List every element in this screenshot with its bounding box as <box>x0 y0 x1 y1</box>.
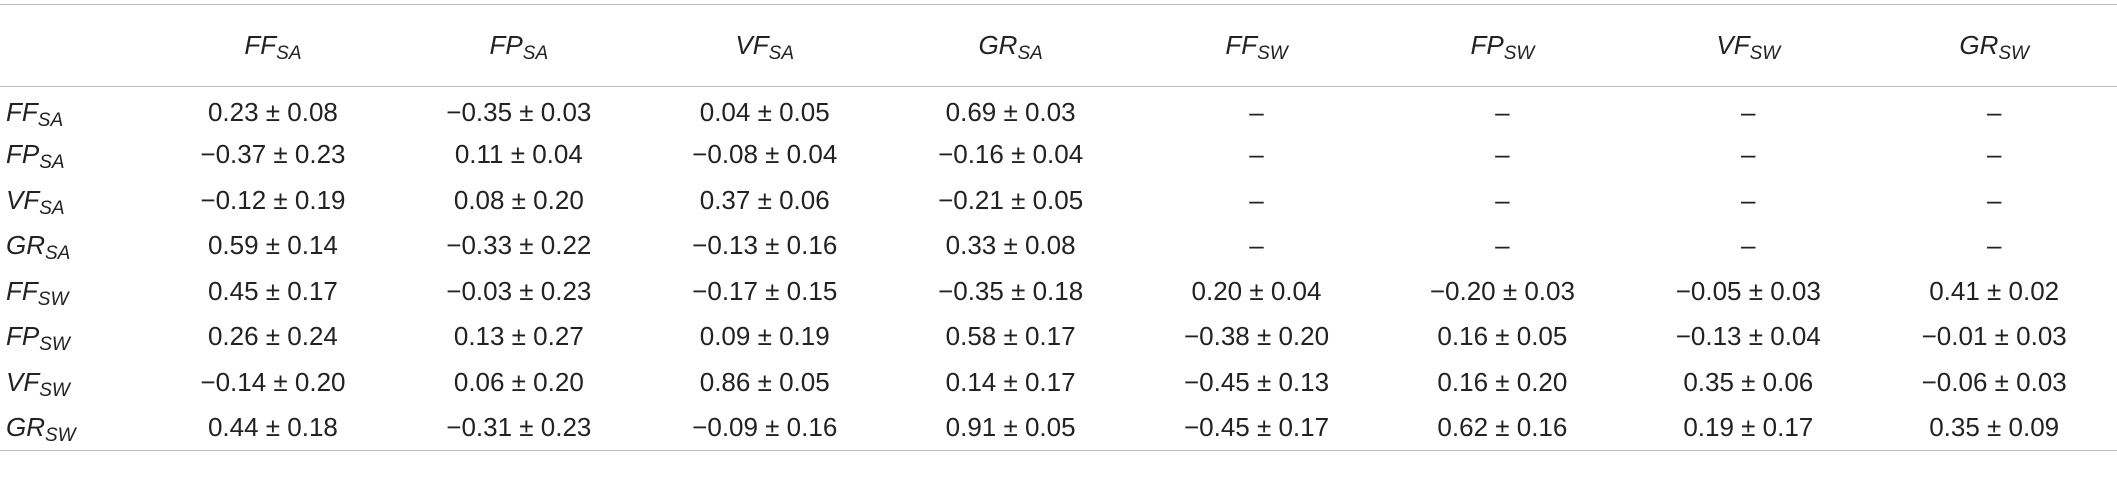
table-cell: – <box>1249 97 1264 127</box>
column-header: GRSW <box>1959 30 2029 64</box>
table-cell: −0.03 ± 0.23 <box>446 275 592 306</box>
table-cell: 0.06 ± 0.20 <box>453 366 584 397</box>
table-cell: 0.11 ± 0.04 <box>454 139 583 170</box>
table-cell: −0.12 ± 0.19 <box>200 184 346 215</box>
table-cell: −0.37 ± 0.23 <box>200 139 346 170</box>
table-row: FPSW 0.26 ± 0.24 0.13 ± 0.27 0.09 ± 0.19 0.5… <box>0 314 2117 360</box>
column-header: GRSA <box>978 30 1043 64</box>
column-header: FFSW <box>1225 30 1288 64</box>
table-cell: 0.33 ± 0.08 <box>945 230 1076 261</box>
row-header: FPSW <box>6 321 70 356</box>
table-cell: −0.38 ± 0.20 <box>1183 321 1330 352</box>
table-cell: −0.31 ± 0.23 <box>446 412 592 442</box>
table-cell: −0.21 ± 0.05 <box>938 184 1084 215</box>
row-header: FFSW <box>6 275 69 310</box>
row-header: FPSA <box>6 139 65 174</box>
row-header: FFSA <box>6 97 64 131</box>
table-cell: – <box>1495 230 1510 261</box>
table-cell: – <box>1249 230 1264 261</box>
table-cell: −0.13 ± 0.04 <box>1675 321 1821 352</box>
table-cell: 0.35 ± 0.09 <box>1929 412 2060 442</box>
row-header: GRSA <box>6 230 71 265</box>
column-header: FFSA <box>244 30 302 64</box>
table-cell: −0.45 ± 0.17 <box>1183 412 1330 442</box>
table-cell: −0.08 ± 0.04 <box>692 139 838 170</box>
table-cell: −0.17 ± 0.15 <box>692 275 838 306</box>
table-cell: 0.08 ± 0.20 <box>453 184 584 215</box>
table-cell: – <box>1249 184 1264 215</box>
table-cell: 0.44 ± 0.18 <box>207 412 338 442</box>
table-cell: 0.16 ± 0.05 <box>1437 321 1568 352</box>
table-cell: 0.04 ± 0.05 <box>699 97 830 127</box>
table-cell: – <box>1741 97 1756 127</box>
table-row: FFSA 0.23 ± 0.08 −0.35 ± 0.03 0.04 ± 0.05 0.… <box>0 87 2117 133</box>
table-cell: 0.91 ± 0.05 <box>945 412 1076 442</box>
correlation-table: FFSA FPSA VFSA GRSA FFSW FPSW VFSW GRSW … <box>0 4 2117 451</box>
column-header: FPSW <box>1470 30 1535 64</box>
table-row: VFSW −0.14 ± 0.20 0.06 ± 0.20 0.86 ± 0.05 0.… <box>0 360 2117 406</box>
corner-cell <box>0 5 150 87</box>
table-row: GRSA 0.59 ± 0.14 −0.33 ± 0.22 −0.13 ± 0.16 0… <box>0 223 2117 269</box>
column-header: VFSW <box>1716 30 1781 64</box>
table-cell: – <box>1495 139 1510 170</box>
table-cell: – <box>1249 139 1264 170</box>
column-header: FPSA <box>489 30 549 64</box>
table-cell: 0.69 ± 0.03 <box>945 97 1076 127</box>
table-cell: – <box>1495 97 1510 127</box>
table-cell: – <box>1986 230 2002 261</box>
table-cell: 0.37 ± 0.06 <box>699 184 830 215</box>
table-cell: – <box>1741 184 1756 215</box>
table-cell: 0.26 ± 0.24 <box>207 321 338 352</box>
table-body: FFSA 0.23 ± 0.08 −0.35 ± 0.03 0.04 ± 0.05 0.… <box>0 87 2117 451</box>
column-header: VFSA <box>735 30 795 64</box>
header-row: FFSA FPSA VFSA GRSA FFSW FPSW VFSW GRSW <box>0 4 2117 87</box>
table-cell: 0.62 ± 0.16 <box>1437 412 1568 442</box>
table-cell: −0.35 ± 0.18 <box>938 275 1084 306</box>
table-cell: −0.13 ± 0.16 <box>692 230 838 261</box>
table-cell: −0.14 ± 0.20 <box>200 366 346 397</box>
table-cell: −0.35 ± 0.03 <box>446 97 592 127</box>
table-cell: – <box>1986 97 2002 127</box>
table-cell: −0.09 ± 0.16 <box>692 412 838 442</box>
table-cell: 0.59 ± 0.14 <box>207 230 338 261</box>
table-cell: – <box>1741 230 1756 261</box>
table-cell: – <box>1986 184 2002 215</box>
table-cell: −0.45 ± 0.13 <box>1183 366 1330 397</box>
table-cell: −0.20 ± 0.03 <box>1429 275 1575 306</box>
table-cell: 0.41 ± 0.02 <box>1929 275 2060 306</box>
table-row: FFSW 0.45 ± 0.17 −0.03 ± 0.23 −0.17 ± 0.15 −… <box>0 269 2117 315</box>
table-cell: −0.01 ± 0.03 <box>1921 321 2067 352</box>
table-row: FPSA −0.37 ± 0.23 0.11 ± 0.04 −0.08 ± 0.04 −… <box>0 132 2117 178</box>
table-cell: 0.23 ± 0.08 <box>207 97 338 127</box>
table-cell: −0.06 ± 0.03 <box>1921 366 2067 397</box>
table-cell: 0.45 ± 0.17 <box>207 275 338 306</box>
table-row: VFSA −0.12 ± 0.19 0.08 ± 0.20 0.37 ± 0.06 −0… <box>0 178 2117 224</box>
table-cell: 0.09 ± 0.19 <box>699 321 830 352</box>
table-cell: 0.58 ± 0.17 <box>945 321 1076 352</box>
row-header: VFSW <box>6 366 70 401</box>
table-cell: 0.35 ± 0.06 <box>1683 366 1814 397</box>
table-header: FFSA FPSA VFSA GRSA FFSW FPSW VFSW GRSW <box>0 4 2117 87</box>
table-cell: −0.33 ± 0.22 <box>446 230 592 261</box>
table-row: GRSW 0.44 ± 0.18 −0.31 ± 0.23 −0.09 ± 0.16 0… <box>0 405 2117 451</box>
table-cell: 0.20 ± 0.04 <box>1191 275 1322 306</box>
table-cell: −0.05 ± 0.03 <box>1675 275 1821 306</box>
table-cell: 0.19 ± 0.17 <box>1683 412 1814 442</box>
row-header: VFSA <box>6 184 65 219</box>
table-cell: 0.14 ± 0.17 <box>945 366 1076 397</box>
table-cell: – <box>1986 139 2002 170</box>
table-cell: – <box>1741 139 1756 170</box>
table-cell: 0.13 ± 0.27 <box>453 321 584 352</box>
table-cell: 0.16 ± 0.20 <box>1437 366 1568 397</box>
table-cell: – <box>1495 184 1510 215</box>
table-cell: −0.16 ± 0.04 <box>938 139 1084 170</box>
table-cell: 0.86 ± 0.05 <box>699 366 830 397</box>
row-header: GRSW <box>6 412 76 446</box>
